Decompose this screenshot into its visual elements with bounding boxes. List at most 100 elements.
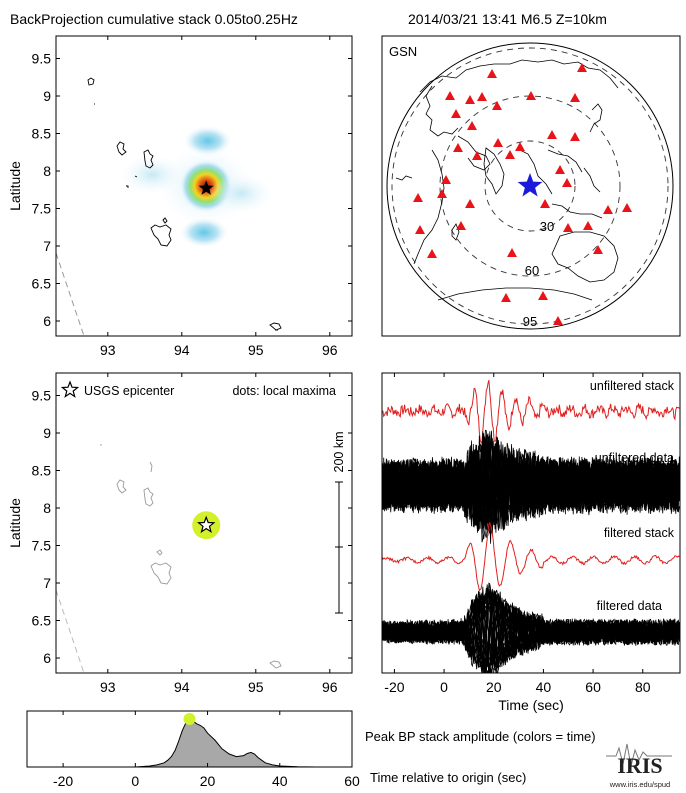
scale-label: 200 km bbox=[332, 432, 346, 473]
station-marker bbox=[487, 69, 497, 78]
stack-blob bbox=[183, 126, 232, 156]
station-marker bbox=[603, 205, 613, 214]
epicenter-star-icon bbox=[196, 515, 216, 534]
station-marker bbox=[538, 291, 548, 300]
distance-ring-30 bbox=[484, 140, 576, 232]
x-tick-label: 60 bbox=[344, 773, 360, 789]
iris-logo: IRIS www.iris.edu/spud bbox=[606, 743, 672, 789]
y-tick-label: 9.5 bbox=[32, 51, 52, 67]
station-marker bbox=[540, 199, 550, 208]
coastlines-gray bbox=[100, 444, 282, 669]
stack-blob bbox=[180, 217, 228, 248]
x-tick-label: -20 bbox=[384, 679, 404, 695]
station-marker bbox=[427, 249, 437, 258]
station-marker bbox=[465, 95, 475, 104]
station-markers bbox=[413, 63, 632, 325]
legend-epicenter: USGS epicenter bbox=[84, 384, 174, 398]
unfiltered-stack-trace bbox=[382, 380, 680, 444]
scale-bar bbox=[335, 481, 343, 614]
station-marker bbox=[526, 91, 536, 100]
unfiltered-data-trace bbox=[382, 429, 680, 526]
x-tick-label: 94 bbox=[174, 342, 190, 358]
y-tick-label: 6 bbox=[43, 650, 51, 666]
seismogram-icon bbox=[606, 743, 672, 767]
y-tick-label: 6.5 bbox=[32, 276, 52, 292]
station-marker bbox=[563, 223, 573, 232]
unfiltered-data-trace bbox=[382, 441, 680, 529]
event-info: 2014/03/21 13:41 M6.5 Z=10km bbox=[408, 11, 607, 27]
y-tick-label: 8.5 bbox=[32, 463, 52, 479]
y-tick-label: 7.5 bbox=[32, 201, 52, 217]
x-tick-label: 96 bbox=[322, 342, 338, 358]
ring-label-30: 30 bbox=[540, 219, 554, 234]
station-marker bbox=[501, 293, 511, 302]
station-marker bbox=[515, 142, 525, 151]
x-tick-label: 0 bbox=[440, 679, 448, 695]
stack-blob bbox=[120, 154, 185, 195]
station-marker bbox=[622, 203, 632, 212]
filtered-stack-trace bbox=[382, 521, 680, 592]
maxima-map-ylabel: Latitude bbox=[7, 498, 23, 548]
station-marker bbox=[451, 109, 461, 118]
station-marker bbox=[492, 101, 502, 110]
station-marker bbox=[445, 91, 455, 100]
maxima-map-frame bbox=[55, 372, 353, 674]
station-marker bbox=[547, 130, 557, 139]
stack-map-ylabel: Latitude bbox=[7, 161, 23, 211]
ring-label-95: 95 bbox=[523, 314, 537, 329]
station-marker bbox=[437, 189, 447, 198]
station-marker bbox=[505, 150, 515, 159]
logo-text: IRIS bbox=[617, 753, 662, 778]
x-tick-label: 95 bbox=[248, 342, 264, 358]
globe-outline bbox=[386, 42, 674, 330]
distance-ring-95 bbox=[391, 47, 669, 325]
y-tick-label: 7 bbox=[43, 575, 51, 591]
station-marker bbox=[472, 151, 482, 160]
x-tick-label: 0 bbox=[131, 773, 139, 789]
network-label: GSN bbox=[389, 44, 417, 59]
stack-map-frame bbox=[55, 35, 353, 337]
station-marker bbox=[593, 245, 603, 254]
x-tick-label: -20 bbox=[53, 773, 73, 789]
amplitude-frame bbox=[26, 710, 353, 768]
plate-boundary bbox=[56, 589, 85, 673]
x-tick-label: 93 bbox=[100, 679, 116, 695]
station-marker bbox=[465, 199, 475, 208]
epicenter-star-icon bbox=[517, 173, 543, 197]
x-tick-label: 94 bbox=[174, 679, 190, 695]
waveform-xlabel: Time (sec) bbox=[498, 697, 564, 713]
station-marker bbox=[456, 221, 466, 230]
coastlines bbox=[87, 77, 282, 331]
legend-dots: dots: local maxima bbox=[232, 384, 336, 398]
station-marker bbox=[553, 316, 563, 325]
station-map-panel: 30 60 95 GSN bbox=[381, 35, 681, 337]
y-tick-label: 9.5 bbox=[32, 388, 52, 404]
station-marker bbox=[570, 132, 580, 141]
series-label-filtered-stack: filtered stack bbox=[604, 526, 675, 540]
station-marker bbox=[493, 138, 503, 147]
y-tick-label: 8 bbox=[43, 163, 51, 179]
amplitude-area bbox=[27, 718, 352, 768]
y-tick-label: 7 bbox=[43, 238, 51, 254]
ring-label-60: 60 bbox=[525, 263, 539, 278]
y-tick-label: 6 bbox=[43, 313, 51, 329]
x-tick-label: 80 bbox=[635, 679, 651, 695]
y-tick-label: 6.5 bbox=[32, 613, 52, 629]
legend-star-icon bbox=[60, 380, 80, 398]
waveform-panel: -20 0 20 40 60 80 unfiltered stack unfiltered… bbox=[381, 372, 681, 713]
continent-outlines bbox=[395, 59, 619, 301]
y-tick-label: 9 bbox=[43, 88, 51, 104]
x-tick-label: 20 bbox=[200, 773, 216, 789]
x-tick-label: 96 bbox=[322, 679, 338, 695]
series-label-filtered-data: filtered data bbox=[597, 599, 662, 613]
station-marker bbox=[467, 121, 477, 130]
maxima-map-panel: 93 94 95 96 6 6.5 7 7.5 8 8.5 9 9.5 Latitude USGS e… bbox=[7, 372, 353, 695]
station-marker bbox=[555, 165, 565, 174]
station-marker bbox=[577, 63, 587, 72]
x-tick-label: 20 bbox=[486, 679, 502, 695]
plate-boundary bbox=[56, 252, 85, 336]
waveform-frame bbox=[381, 372, 681, 674]
stack-heat-blobs bbox=[120, 126, 273, 248]
station-marker bbox=[570, 93, 580, 102]
